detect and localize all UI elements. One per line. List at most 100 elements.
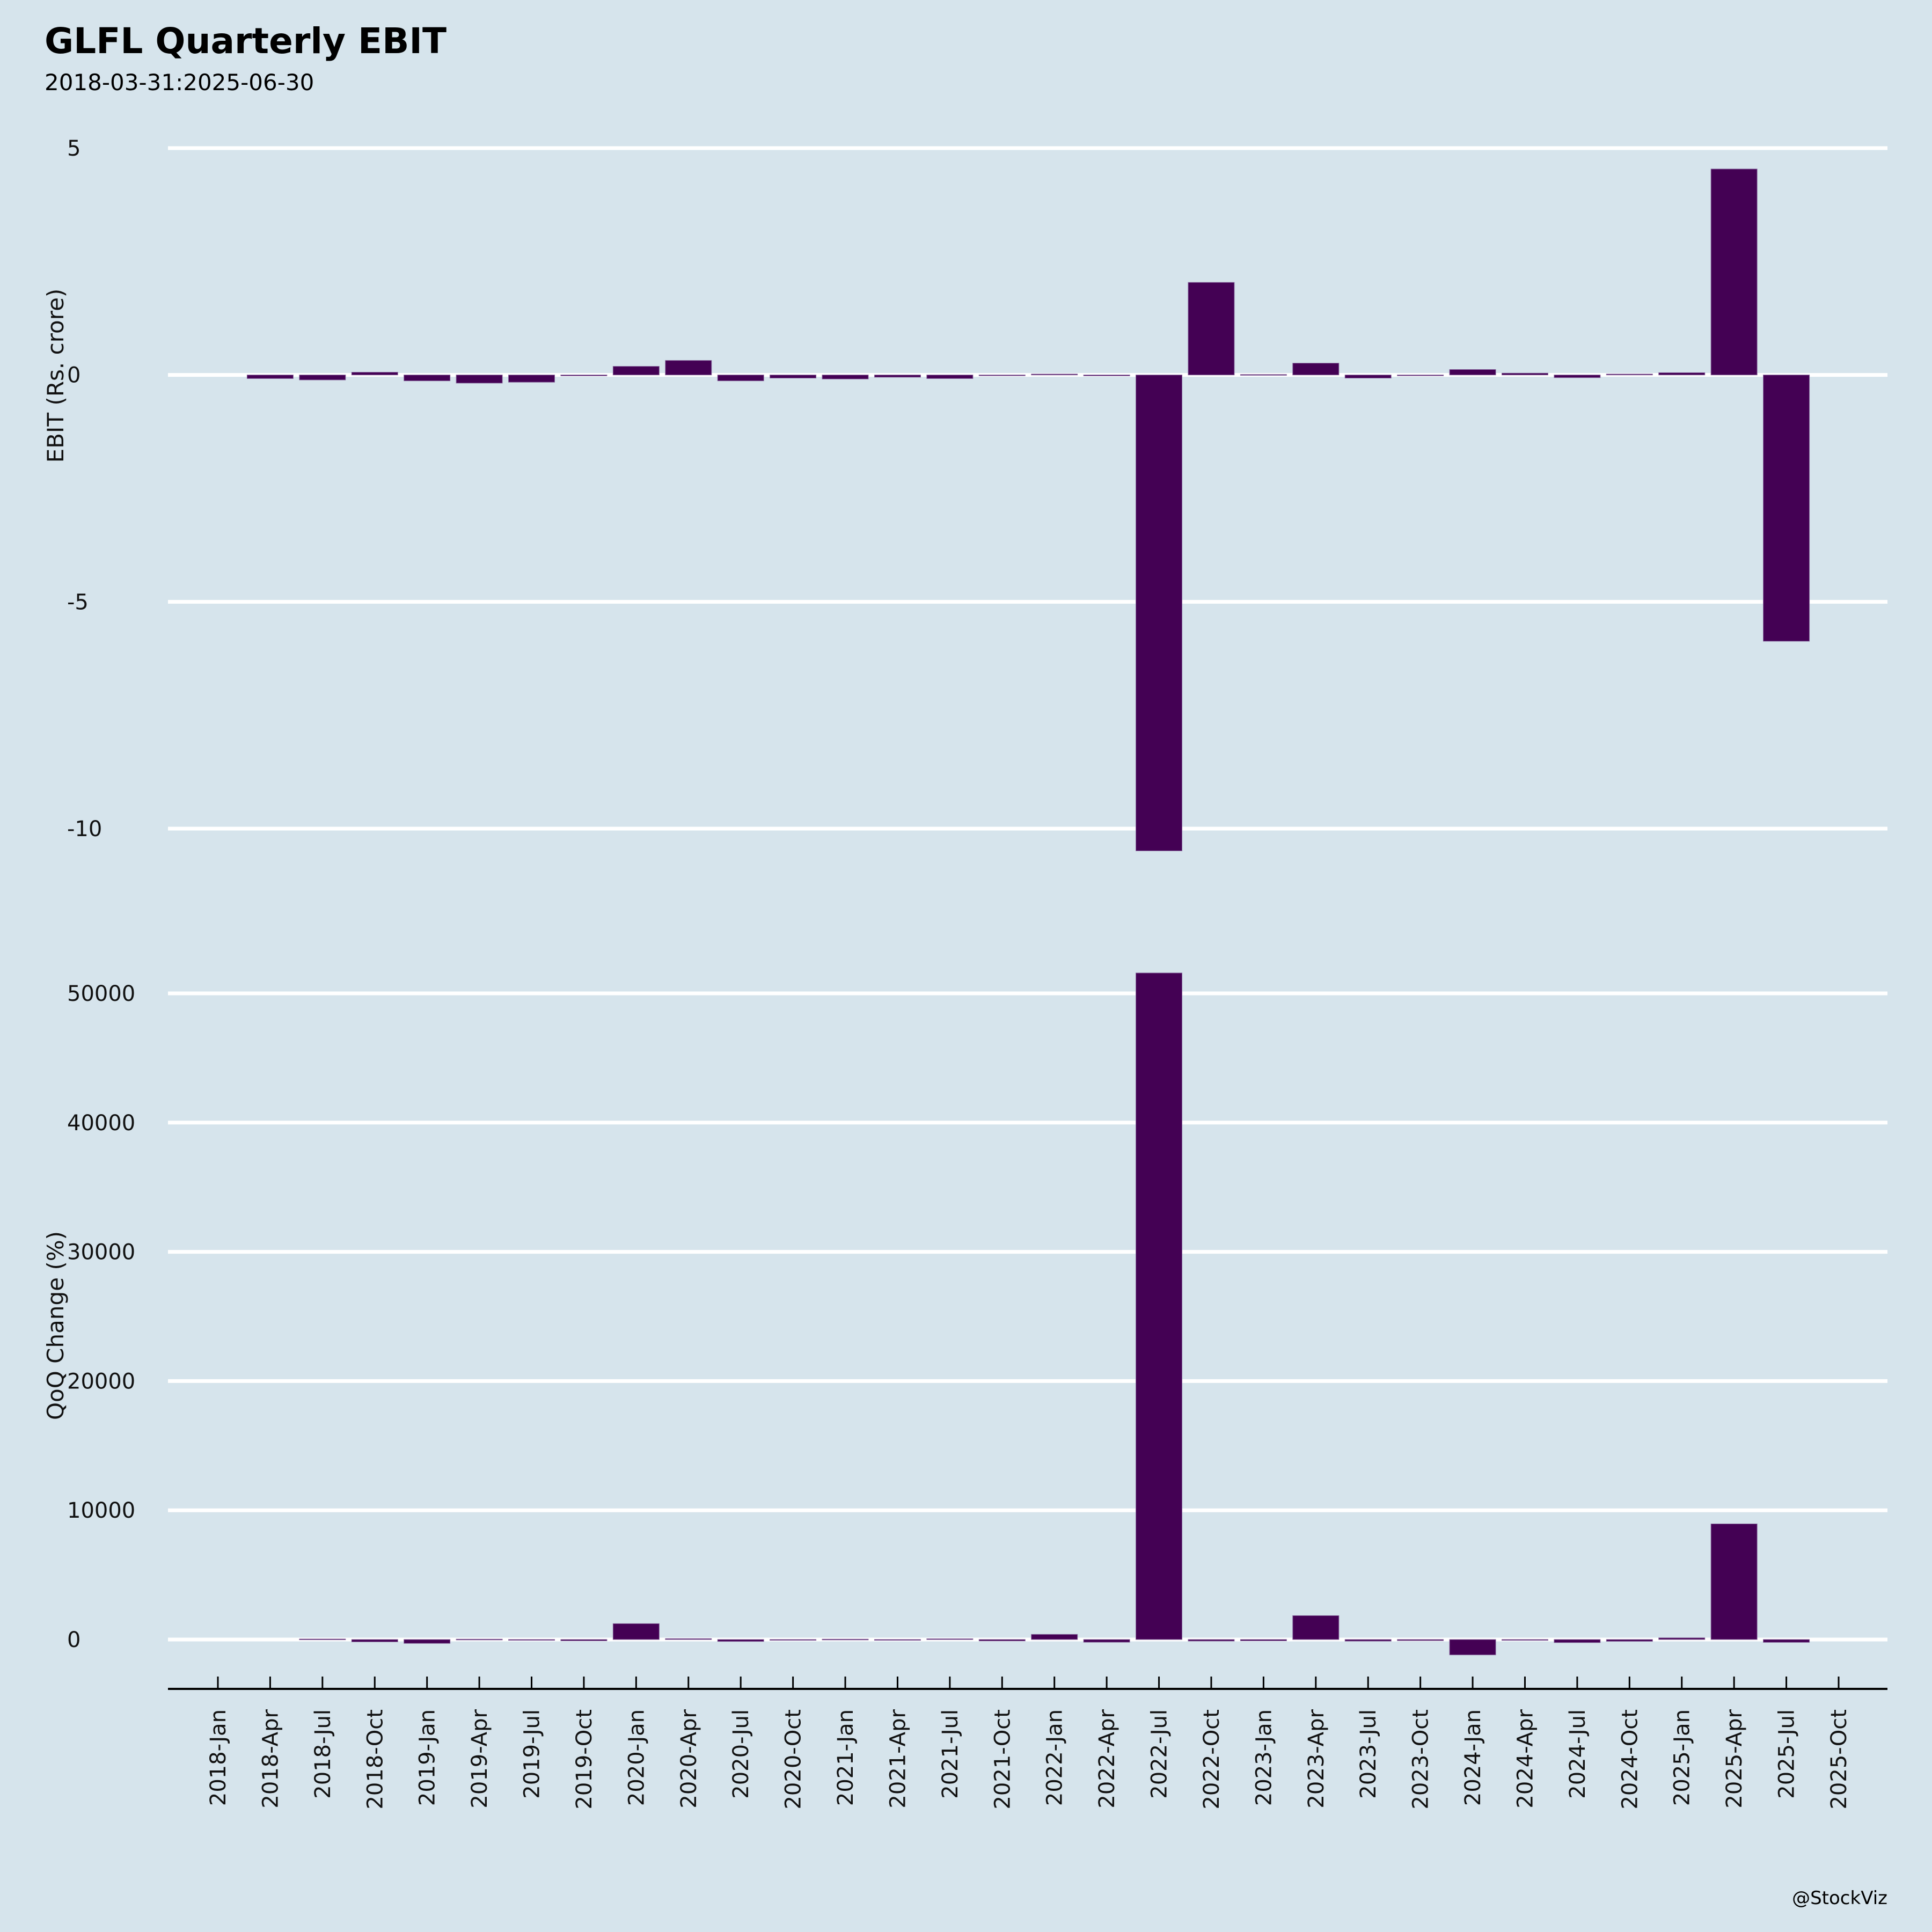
x-tick-label: 2019-Oct [572,1709,597,1810]
bar-2023-Jan [1240,374,1287,376]
x-tick-label: 2024-Jan [1461,1709,1485,1806]
x-tick-label: 2018-Jul [311,1709,335,1799]
bar-2022-Jan [1031,374,1078,376]
x-tick-label: 2021-Jan [833,1709,858,1806]
ebit-gridlines [168,146,1887,831]
bar-2021-Jul [926,375,974,379]
bar-2021-Jul [926,1638,974,1640]
qoq-bars [299,972,1810,1656]
bar-2020-Jan [612,1623,660,1640]
qoq-panel: QoQ Change (%) 50000 40000 30000 20000 10000… [42,972,1887,1656]
y-tick-label: 40000 [67,1111,135,1136]
x-tick-label: 2025-Jul [1775,1709,1799,1799]
x-tick-label: 2018-Jan [206,1709,231,1806]
bar-2024-Jul [1554,1639,1601,1643]
x-tick-label: 2025-Oct [1827,1709,1851,1810]
bar-2022-Jan [1031,1634,1078,1640]
bar-2023-Oct [1397,375,1444,376]
y-tick-label: -5 [67,590,89,614]
bar-2022-Oct [1188,282,1235,376]
x-tick-label: 2025-Apr [1722,1709,1747,1808]
x-tick-label: 2024-Apr [1513,1709,1538,1808]
x-tick-label: 2019-Apr [467,1709,492,1808]
bar-2022-Oct [1188,1639,1235,1642]
bar-2023-Apr [1292,363,1340,376]
x-tick-label: 2021-Oct [990,1709,1015,1810]
bar-2018-Oct [351,372,398,376]
x-tick-label: 2020-Oct [781,1709,806,1810]
bar-2020-Apr [665,1638,712,1640]
bar-2025-Jan [1658,1637,1706,1640]
bar-2021-Oct [978,1639,1026,1642]
x-tick-label: 2018-Apr [258,1709,283,1808]
x-tick-label: 2021-Apr [885,1709,910,1808]
ebit-y-axis-label: EBIT (Rs. crore) [42,289,69,463]
ebit-y-ticks: 5 0 -5 -10 [67,136,102,841]
bar-2021-Jan [822,1638,869,1641]
x-tick-label: 2021-Jul [938,1709,963,1799]
bar-2020-Oct [770,375,817,379]
bar-2023-Apr [1292,1615,1340,1640]
chart-subtitle: 2018-03-31:2025-06-30 [45,69,314,96]
credit-label: @StockViz [1792,1887,1887,1909]
ebit-panel: EBIT (Rs. crore) 5 0 -5 -10 [42,136,1887,851]
qoq-gridlines [168,991,1887,1642]
bar-2024-Oct [1606,1639,1653,1642]
bar-2024-Apr [1501,372,1548,376]
bar-2018-Jul [299,375,346,380]
y-tick-label: 50000 [67,982,135,1006]
bar-2020-Jan [612,366,660,376]
bar-2025-Jul [1763,1639,1810,1643]
bar-2022-Apr [1083,375,1130,376]
bar-2019-Apr [456,375,503,384]
x-tick-label: 2022-Jul [1147,1709,1172,1799]
y-tick-label: 5 [67,136,80,161]
bar-2025-Jan [1658,372,1706,376]
x-axis: 2018-Jan 2018-Apr 2018-Jul 2018-Oct 2019-Jan… [168,1677,1887,1810]
chart-title: GLFL Quarterly EBIT [45,20,447,62]
bar-2024-Oct [1606,374,1653,376]
bar-2020-Jul [717,375,764,382]
bar-2018-Jul [299,1638,346,1641]
x-tick-label: 2024-Oct [1618,1709,1642,1810]
y-tick-label: 0 [67,1628,80,1652]
bar-2019-Jan [404,375,451,382]
bar-2020-Apr [665,360,712,376]
x-tick-label: 2020-Jan [624,1709,649,1806]
bar-2024-Jan [1449,369,1496,376]
bar-2019-Oct [560,375,608,376]
y-tick-label: -10 [67,817,102,841]
x-tick-label: 2023-Apr [1304,1709,1329,1808]
bar-2019-Jul [508,1639,555,1641]
bar-2019-Jul [508,375,555,383]
bar-2020-Jul [717,1639,764,1642]
bar-2018-Oct [351,1639,398,1642]
bar-2021-Apr [874,1639,921,1641]
bar-2019-Apr [456,1638,503,1641]
bar-2023-Jan [1240,1639,1287,1641]
ebit-bars [246,169,1810,851]
x-tick-label: 2023-Jul [1356,1709,1381,1799]
x-tick-label: 2022-Apr [1095,1709,1119,1808]
qoq-y-ticks: 50000 40000 30000 20000 10000 0 [67,982,135,1652]
x-tick-label: 2025-Jan [1670,1709,1695,1806]
x-tick-label: 2024-Jul [1565,1709,1590,1799]
bar-2024-Jul [1554,375,1601,378]
x-tick-label: 2019-Jan [415,1709,440,1806]
x-tick-label: 2018-Oct [363,1709,387,1810]
x-tick-label: 2020-Apr [677,1709,701,1808]
x-tick-label: 2022-Oct [1199,1709,1224,1810]
y-tick-label: 10000 [67,1498,135,1523]
x-tick-label: 2020-Jul [729,1709,753,1799]
bar-2022-Jul [1136,972,1183,1640]
bar-2022-Jul [1136,375,1183,851]
x-tick-label: 2022-Jan [1043,1709,1067,1806]
qoq-y-axis-label: QoQ Change (%) [42,1231,69,1420]
bar-2021-Apr [874,375,921,378]
bar-2019-Jan [404,1639,451,1644]
bar-2025-Apr [1710,1523,1758,1640]
bar-2019-Oct [560,1639,608,1641]
x-tick-label: 2023-Oct [1409,1709,1433,1810]
